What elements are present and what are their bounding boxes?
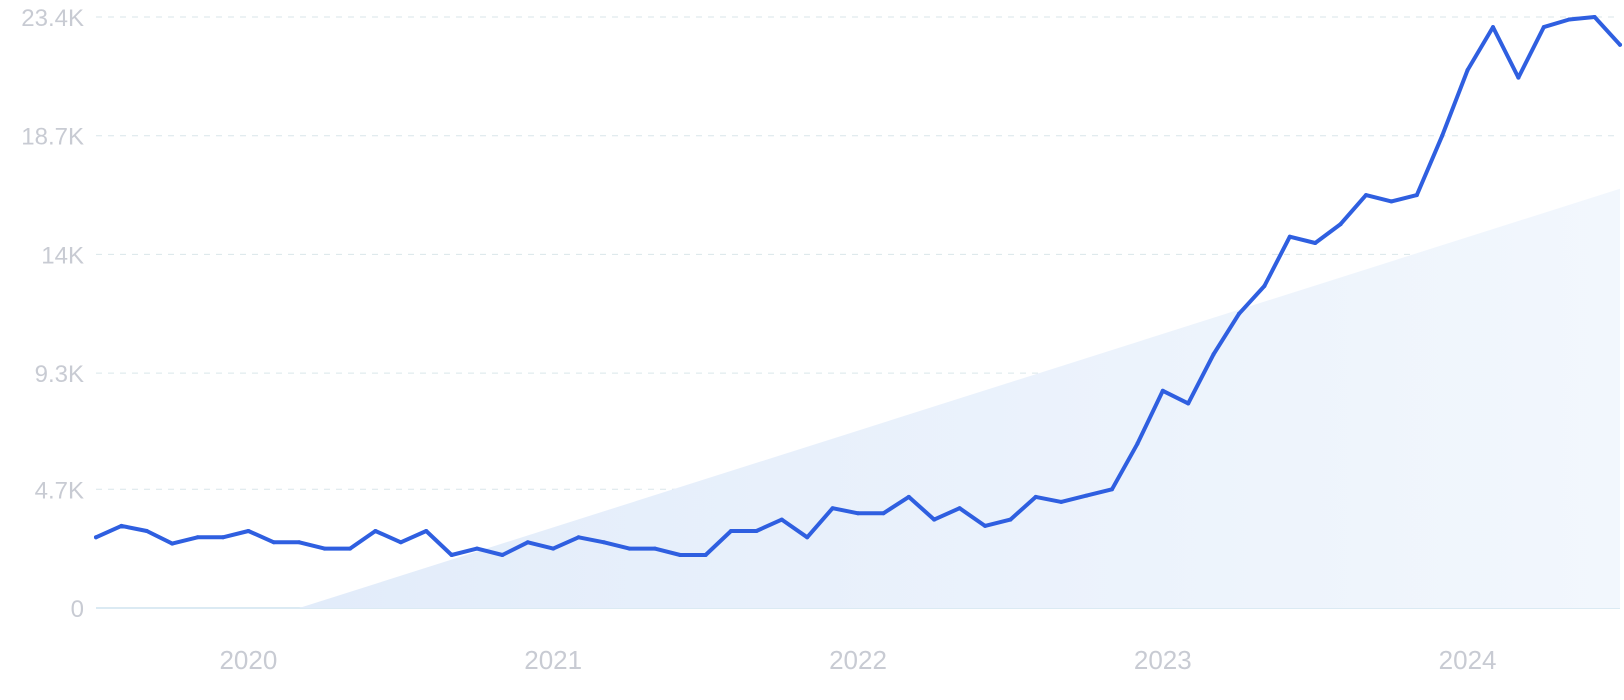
data-point [805, 535, 810, 540]
data-point [1084, 493, 1089, 498]
data-point [627, 546, 632, 551]
y-axis-labels: 0 4.7K 9.3K 14K 18.7K 23.4K [21, 5, 84, 623]
data-point [652, 546, 657, 551]
data-point [195, 535, 200, 540]
data-point [1414, 193, 1419, 198]
data-point [729, 529, 733, 533]
data-point [856, 511, 860, 516]
data-point [957, 506, 962, 511]
data-point [1389, 199, 1394, 204]
data-point [1567, 17, 1572, 22]
series-layer [94, 15, 1622, 557]
data-point [754, 529, 759, 533]
data-point [1059, 499, 1064, 504]
data-point [1516, 75, 1521, 80]
data-point [703, 553, 708, 557]
data-point [779, 517, 784, 522]
trend-area-fill [299, 188, 1621, 608]
data-point [373, 529, 378, 533]
data-point [1338, 222, 1343, 227]
data-point [119, 523, 124, 528]
data-point [500, 553, 505, 557]
data-point [525, 540, 530, 545]
data-point [983, 523, 987, 528]
data-point [475, 546, 479, 551]
data-point [94, 535, 98, 540]
data-point [144, 529, 149, 533]
data-point [932, 517, 937, 522]
data-point [1592, 15, 1597, 19]
data-point [1160, 388, 1165, 393]
data-point [551, 546, 556, 551]
y-tick-label: 0 [71, 596, 84, 623]
data-point [1008, 517, 1013, 522]
data-point [424, 529, 429, 533]
data-point [1440, 133, 1445, 138]
y-tick-label: 23.4K [21, 5, 84, 32]
data-point [246, 529, 251, 533]
x-tick-label: 2023 [1134, 645, 1192, 675]
y-tick-label: 4.7K [35, 477, 84, 504]
data-point [830, 506, 835, 511]
data-point [1491, 25, 1495, 30]
data-point [1186, 401, 1191, 406]
data-point [678, 553, 683, 557]
x-axis-labels: 2020 2021 2022 2023 2024 [219, 645, 1496, 675]
data-point [1110, 487, 1114, 492]
data-point [1262, 284, 1267, 288]
y-tick-label: 9.3K [35, 361, 84, 388]
data-point [449, 553, 454, 557]
data-point [170, 541, 175, 546]
y-tick-label: 18.7K [21, 124, 84, 151]
data-point [881, 511, 886, 516]
data-point [1033, 494, 1038, 499]
data-point [602, 540, 606, 545]
data-point [322, 546, 327, 551]
data-point [398, 540, 403, 545]
x-tick-label: 2020 [219, 645, 277, 675]
y-tick-label: 14K [41, 242, 84, 269]
data-point [1313, 241, 1318, 245]
data-point [1541, 25, 1546, 30]
data-point [297, 540, 302, 545]
data-point [1287, 234, 1292, 239]
data-point [271, 540, 276, 545]
data-point [576, 535, 581, 540]
x-tick-label: 2024 [1439, 645, 1497, 675]
data-point [1465, 68, 1470, 72]
x-tick-label: 2021 [524, 645, 582, 675]
x-tick-label: 2022 [829, 645, 887, 675]
data-point [1237, 311, 1241, 316]
data-point [1211, 352, 1216, 357]
trend-area [299, 188, 1621, 608]
data-point [906, 494, 911, 499]
data-point [1618, 42, 1622, 47]
data-point [221, 535, 225, 540]
data-point [1364, 193, 1368, 198]
data-point [348, 546, 352, 551]
data-point [1135, 441, 1140, 446]
